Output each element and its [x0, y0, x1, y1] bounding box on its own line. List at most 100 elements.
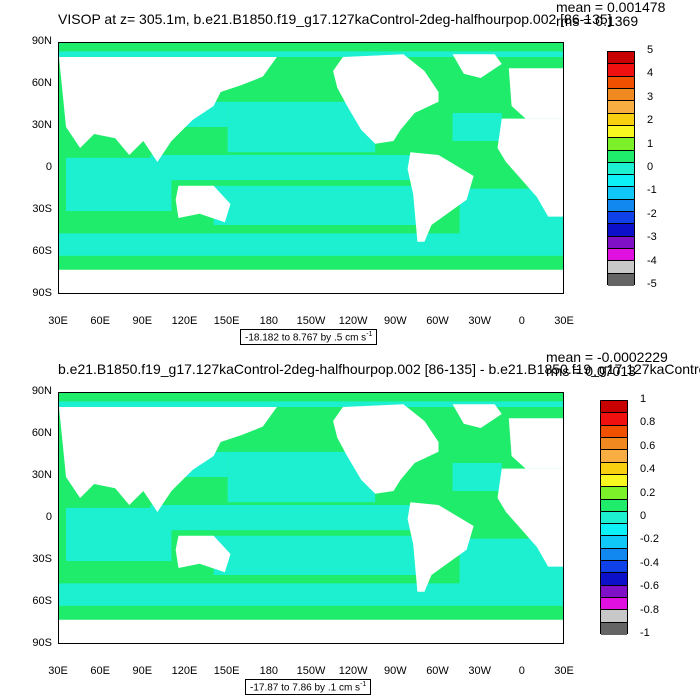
map-field: [59, 393, 563, 643]
mean-label: mean = 0.001478: [556, 0, 666, 15]
colorbar-cell: [601, 474, 627, 488]
x-tick-label: 120E: [171, 315, 198, 327]
y-tick-label: 90S: [32, 637, 52, 649]
colorbar-cell: [601, 573, 627, 586]
colorbar-label: 1: [647, 137, 654, 150]
colorbar-cell: [608, 52, 634, 65]
contour-range-box: -18.182 to 8.767 by .5 cm s-1: [240, 329, 378, 346]
ocean-band: [213, 535, 425, 575]
colorbar-cell: [601, 610, 627, 623]
colorbar-label: 0: [647, 161, 654, 173]
y-tick-label: 90N: [31, 35, 52, 47]
x-tick-label: 150W: [296, 315, 326, 327]
colorbar-label: 0.4: [640, 463, 656, 476]
colorbar-cell: [601, 524, 627, 537]
colorbar-cell: [608, 150, 634, 163]
map-plot-area: [58, 42, 564, 294]
colorbar-cell: [601, 487, 627, 500]
land-mask: [333, 54, 439, 144]
ocean-band: [59, 233, 563, 256]
y-tick-label: 30N: [31, 119, 52, 131]
y-tick-label: 60N: [31, 77, 52, 89]
ocean-band: [213, 185, 425, 225]
map-panel-bottom: b.e21.B1850.f19_g17.127kaControl-2deg-ha…: [0, 350, 700, 700]
y-tick-label: 0: [45, 511, 52, 523]
colorbar: [607, 51, 635, 286]
colorbar-cell: [608, 187, 634, 200]
map-panel-top: VISOP at z= 305.1m, b.e21.B1850.f19_g17.…: [31, 0, 666, 346]
x-tick-label: 30W: [468, 315, 491, 327]
x-tick-label: 120E: [171, 665, 198, 677]
ocean-band: [452, 463, 502, 491]
ocean-band: [66, 507, 172, 561]
colorbar-cell: [601, 413, 627, 426]
x-tick-label: 90E: [132, 315, 153, 327]
land-mask: [508, 68, 563, 119]
y-tick-label: 30S: [32, 553, 52, 565]
colorbar-label: -2: [647, 207, 657, 220]
land-mask: [59, 269, 563, 293]
y-tick-label: 60N: [31, 427, 52, 439]
x-tick-label: 30E: [554, 315, 574, 327]
colorbar-cell: [608, 162, 634, 176]
land-mask: [175, 535, 231, 573]
x-tick-label: 30E: [554, 665, 574, 677]
colorbar-cell: [608, 261, 634, 274]
land-mask: [497, 468, 563, 567]
x-tick-label: 0: [518, 315, 525, 327]
x-tick-label: 150E: [213, 665, 240, 677]
x-tick-label: 0: [518, 665, 525, 677]
colorbar-cell: [608, 212, 634, 225]
x-tick-label: 60W: [426, 315, 449, 327]
rms-label: rms = 0.1369: [556, 13, 639, 29]
colorbar-cell: [601, 401, 627, 414]
land-mask: [59, 407, 277, 512]
colorbar-cell: [601, 548, 627, 562]
colorbar-label: -1: [640, 627, 650, 639]
land-mask: [59, 619, 563, 643]
map-field: [59, 43, 563, 293]
y-tick-label: 0: [45, 161, 52, 173]
colorbar-cell: [601, 437, 627, 451]
colorbar-cell: [608, 101, 634, 114]
colorbar-cell: [608, 138, 634, 151]
colorbar-label: -0.6: [640, 580, 659, 593]
range-unit-exponent: -1: [360, 681, 367, 688]
colorbar-cell: [608, 64, 634, 77]
colorbar-label: 0.6: [640, 439, 656, 452]
x-tick-label: 60W: [426, 665, 449, 677]
x-tick-label: 120W: [338, 315, 368, 327]
y-tick-label: 60S: [32, 595, 52, 607]
colorbar-cell: [601, 561, 627, 574]
y-tick-label: 30S: [32, 203, 52, 215]
colorbar-cell: [601, 499, 627, 512]
colorbar-cell: [601, 585, 627, 598]
colorbar-cell: [608, 175, 634, 188]
colorbar-cell: [608, 113, 634, 126]
land-mask: [452, 404, 502, 428]
colorbar-label: -5: [647, 278, 657, 290]
y-tick-label: 60S: [32, 245, 52, 257]
colorbar-label: 0.8: [640, 416, 656, 429]
land-mask: [497, 118, 563, 217]
colorbar-cell: [608, 224, 634, 237]
land-mask: [508, 418, 563, 469]
x-tick-label: 180: [259, 315, 278, 327]
land-mask: [407, 502, 474, 592]
x-tick-label: 30E: [48, 315, 68, 327]
ocean-band: [59, 51, 563, 57]
colorbar-label: -0.2: [640, 533, 659, 546]
x-tick-label: 90W: [384, 665, 407, 677]
colorbar-label: -4: [647, 254, 657, 267]
colorbar-label: 3: [647, 90, 654, 103]
land-mask: [452, 54, 502, 78]
colorbar-cell: [608, 273, 634, 286]
mean-label: mean = -0.0002229: [546, 349, 668, 365]
colorbar-label: 5: [647, 44, 654, 56]
land-mask: [175, 185, 231, 223]
colorbar: [600, 400, 628, 635]
colorbar-label: 4: [647, 67, 654, 80]
x-tick-label: 150W: [296, 665, 326, 677]
colorbar-cell: [608, 249, 634, 262]
colorbar-cell: [601, 511, 627, 525]
